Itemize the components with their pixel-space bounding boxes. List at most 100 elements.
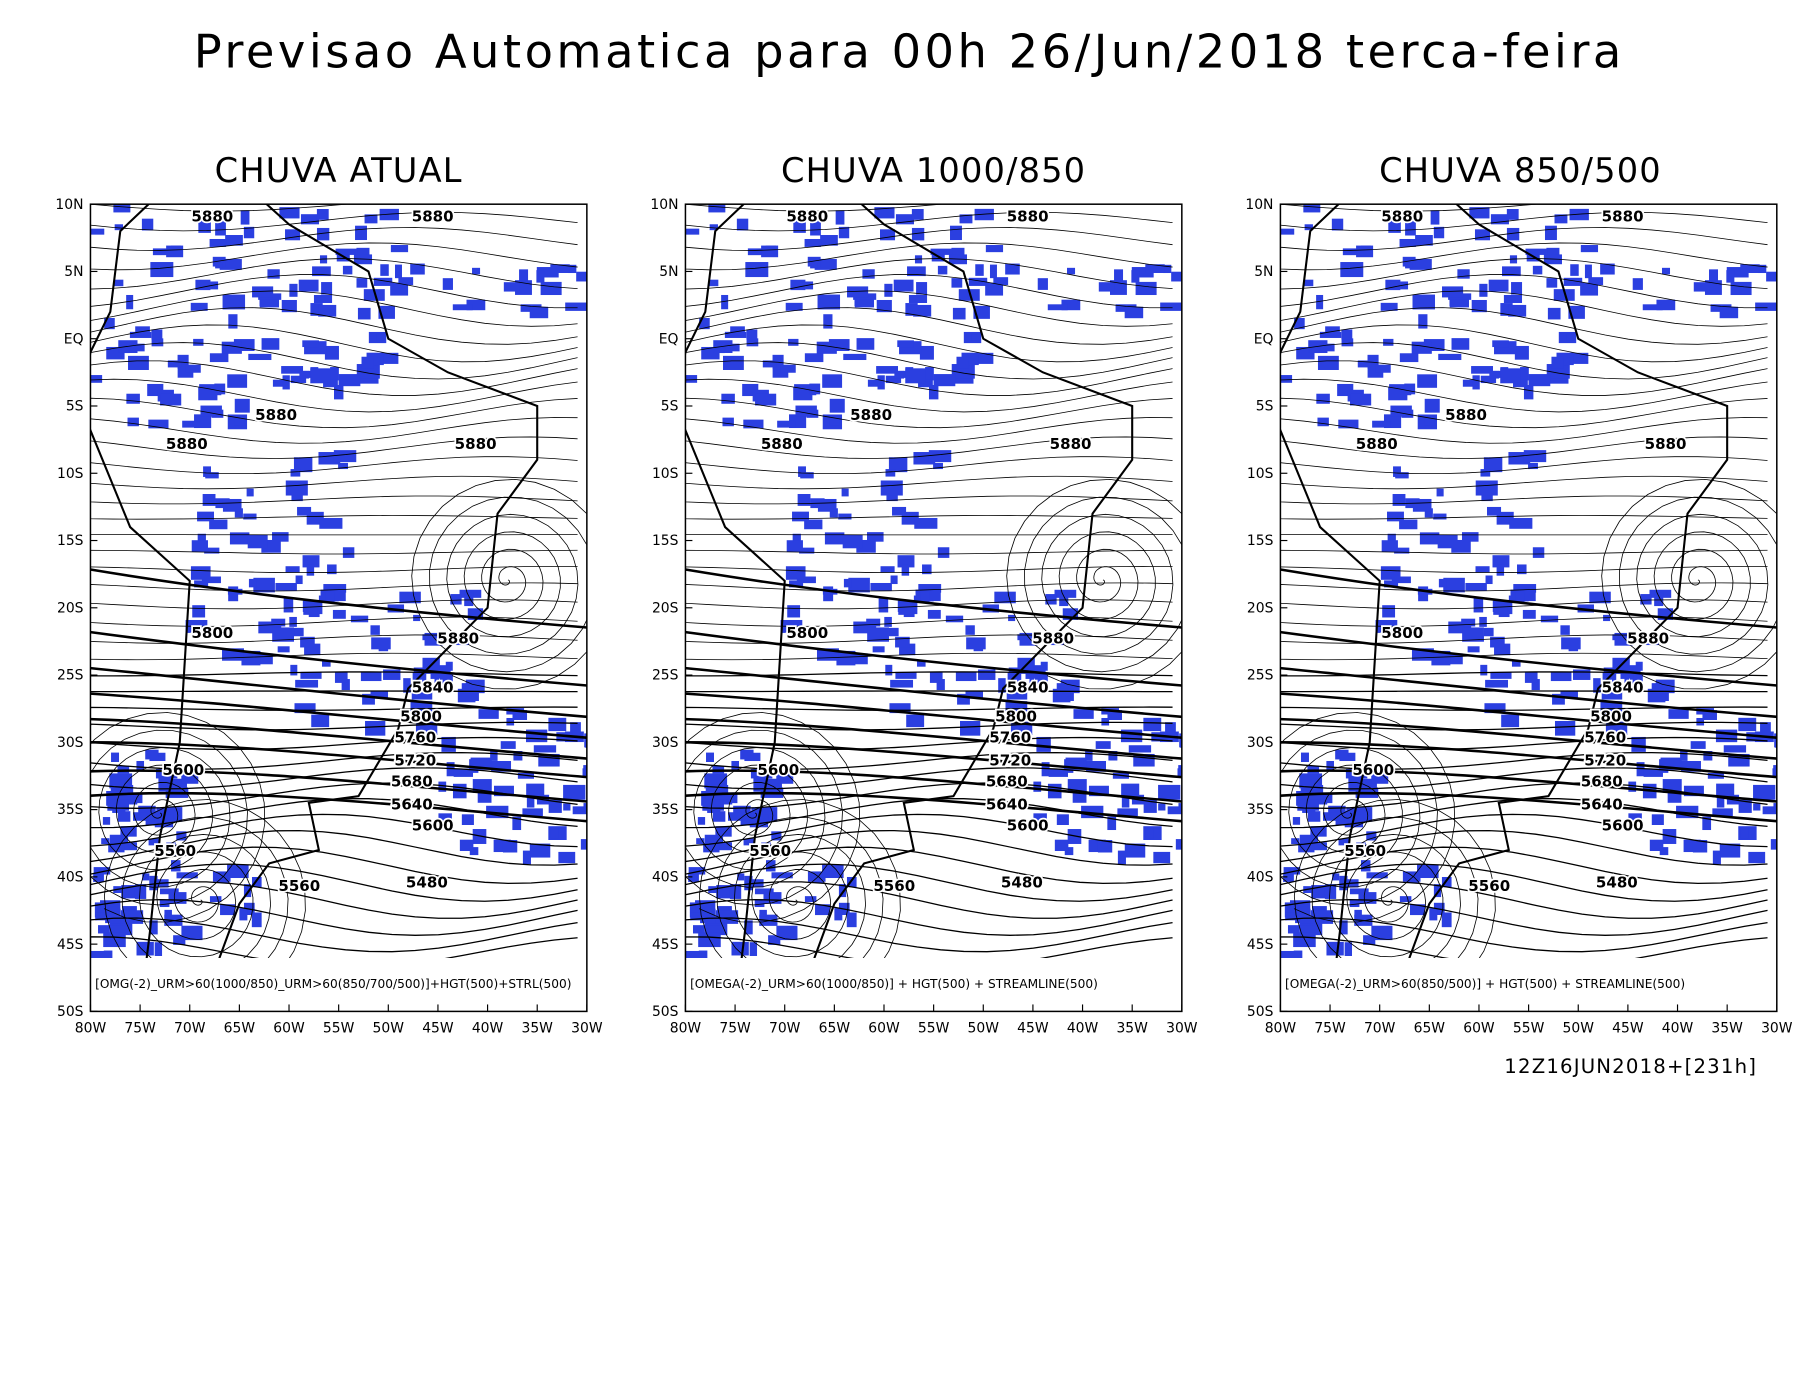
- rain-cell: [438, 813, 452, 821]
- rain-cell: [721, 294, 729, 310]
- rain-cell: [785, 566, 806, 580]
- rain-cell: [1340, 262, 1364, 278]
- rain-cell: [1059, 592, 1069, 607]
- rain-cell: [957, 693, 970, 705]
- rain-cell: [1292, 817, 1301, 825]
- streamline: [685, 417, 1173, 444]
- rain-cell: [109, 834, 129, 846]
- rain-cell: [697, 817, 706, 825]
- rain-cell: [1418, 586, 1429, 602]
- y-tick-label: 5S: [661, 399, 679, 415]
- rain-cell: [335, 248, 358, 255]
- rain-cell: [978, 669, 996, 680]
- rain-cell: [1356, 842, 1366, 849]
- rain-cell: [1143, 717, 1162, 732]
- streamline: [685, 475, 1173, 490]
- rain-cell: [804, 896, 817, 903]
- rain-cell: [746, 329, 758, 340]
- rain-cell: [126, 393, 140, 404]
- rain-cell: [1338, 419, 1359, 429]
- vortex: [103, 799, 306, 959]
- rain-cell: [761, 245, 779, 258]
- streamline: [1280, 360, 1768, 396]
- rain-cell: [885, 664, 893, 676]
- rain-cell: [702, 797, 724, 811]
- rain-cell: [225, 235, 243, 246]
- rain-cell: [1320, 343, 1335, 352]
- rain-cell: [916, 282, 928, 295]
- coastline: [685, 204, 1134, 959]
- rain-cell: [1350, 393, 1372, 406]
- rain-cell: [1753, 784, 1776, 800]
- rain-cell: [744, 920, 753, 935]
- contour-label: 5880: [786, 208, 828, 226]
- rain-cell: [771, 831, 782, 841]
- rain-cell: [905, 368, 926, 384]
- rain-cell: [1332, 873, 1340, 881]
- x-tick-label: 40W: [1662, 1020, 1694, 1036]
- rain-cell: [548, 717, 567, 732]
- rain-cell: [159, 899, 170, 908]
- rain-cell: [334, 384, 344, 400]
- height-contour: [1280, 791, 1777, 823]
- rain-cell: [293, 627, 304, 637]
- rain-cell: [1668, 709, 1689, 719]
- contour-label: 5880: [1627, 630, 1669, 648]
- contour-label: 5680: [986, 772, 1028, 790]
- rain-cell: [271, 618, 286, 627]
- rain-cell: [203, 466, 212, 477]
- rain-cell: [1338, 838, 1349, 846]
- rain-cell: [799, 547, 815, 554]
- rain-cell: [1430, 210, 1440, 225]
- x-tick-label: 65W: [819, 1020, 851, 1036]
- contour-label: 5560: [873, 877, 915, 895]
- rain-cell: [877, 375, 885, 390]
- height-contour: [685, 666, 1182, 719]
- x-tick-label: 80W: [1265, 1020, 1297, 1036]
- rain-cell: [1033, 781, 1042, 792]
- rain-cell: [1419, 532, 1440, 545]
- rain-cell: [1357, 360, 1372, 368]
- rain-cell: [1774, 733, 1777, 748]
- rain-cell: [1424, 398, 1440, 413]
- rain-cell: [834, 908, 843, 921]
- rain-cell: [749, 942, 758, 956]
- rain-cell: [911, 209, 924, 220]
- streamline: [90, 258, 578, 290]
- coastline: [90, 204, 539, 959]
- caption-strip: [90, 958, 587, 1012]
- run-footer: 12Z16JUN2018+[231h]: [1504, 1055, 1757, 1078]
- rain-cell: [754, 888, 774, 895]
- rain-cell: [190, 566, 211, 580]
- rain-cell: [1487, 506, 1502, 516]
- rain-cell: [966, 637, 986, 650]
- rain-cell: [248, 353, 272, 361]
- rain-cell: [1303, 279, 1314, 287]
- rain-cell: [776, 925, 798, 941]
- rain-cell: [303, 600, 318, 615]
- streamline: [1280, 307, 1768, 345]
- rain-cell: [814, 258, 837, 270]
- rain-cell: [816, 341, 837, 354]
- contour-label: 5640: [1581, 796, 1623, 814]
- rain-cell: [1395, 472, 1409, 479]
- panel-title: CHUVA 850/500: [1379, 151, 1662, 190]
- rain-cell: [149, 920, 158, 935]
- rain-cell: [295, 575, 303, 585]
- rain-cell: [807, 256, 821, 267]
- rain-cell: [1489, 370, 1500, 379]
- rain-cell: [743, 838, 754, 846]
- streamline: [90, 829, 578, 866]
- rain-cell: [895, 671, 917, 679]
- rain-cell: [111, 752, 120, 763]
- rain-cell: [110, 784, 134, 800]
- rain-cell: [927, 609, 941, 619]
- rain-cell: [1462, 627, 1484, 642]
- rain-cell: [889, 703, 911, 714]
- rain-cell: [166, 842, 176, 849]
- rain-cell: [1436, 488, 1444, 497]
- rain-cell: [1642, 304, 1663, 311]
- rain-cell: [1525, 248, 1548, 255]
- streamline: [90, 690, 578, 693]
- rain-cell: [142, 873, 150, 881]
